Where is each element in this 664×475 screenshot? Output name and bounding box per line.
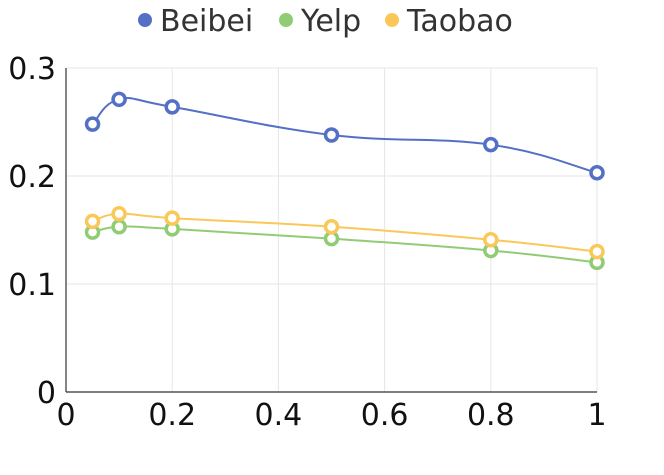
legend-marker: [385, 13, 399, 27]
x-tick-label: 1: [587, 398, 606, 433]
data-point[interactable]: [84, 213, 101, 230]
series-beibei: [84, 91, 605, 181]
x-tick-label: 0.6: [361, 398, 409, 433]
y-tick-label: 0: [37, 376, 56, 411]
data-point[interactable]: [589, 243, 605, 260]
y-tick-label: 0.2: [8, 160, 56, 195]
data-point[interactable]: [483, 231, 499, 248]
legend-item-yelp[interactable]: Yelp: [279, 4, 361, 39]
legend-marker: [279, 13, 293, 27]
legend-label: Taobao: [406, 4, 513, 39]
x-tick-label: 0: [56, 398, 75, 433]
legend-label: Beibei: [160, 4, 253, 39]
legend-item-beibei[interactable]: Beibei: [138, 4, 253, 39]
data-point[interactable]: [323, 219, 340, 235]
tick-labels: 0 0.2 0.4 0.6 0.8 1 0 0.1 0.2 0.3: [8, 52, 606, 433]
data-point[interactable]: [164, 99, 180, 115]
data-point[interactable]: [483, 136, 499, 153]
legend[interactable]: Beibei Yelp Taobao: [138, 4, 513, 39]
data-point[interactable]: [111, 219, 127, 235]
x-tick-label: 0.8: [467, 398, 515, 433]
data-point[interactable]: [164, 210, 180, 226]
y-tick-label: 0.1: [8, 268, 56, 303]
data-point[interactable]: [111, 91, 127, 108]
data-point[interactable]: [111, 206, 127, 222]
data-point[interactable]: [589, 165, 605, 181]
legend-label: Yelp: [300, 4, 361, 39]
x-tick-label: 0.2: [148, 398, 196, 433]
series-group: [84, 91, 605, 271]
data-point[interactable]: [84, 116, 101, 132]
data-point[interactable]: [323, 127, 340, 143]
y-tick-label: 0.3: [8, 52, 56, 87]
x-tick-label: 0.4: [255, 398, 303, 433]
axes: [65, 68, 597, 393]
legend-item-taobao[interactable]: Taobao: [385, 4, 513, 39]
grid-lines: [66, 67, 598, 392]
series-taobao: [84, 206, 605, 260]
legend-marker: [138, 13, 152, 27]
